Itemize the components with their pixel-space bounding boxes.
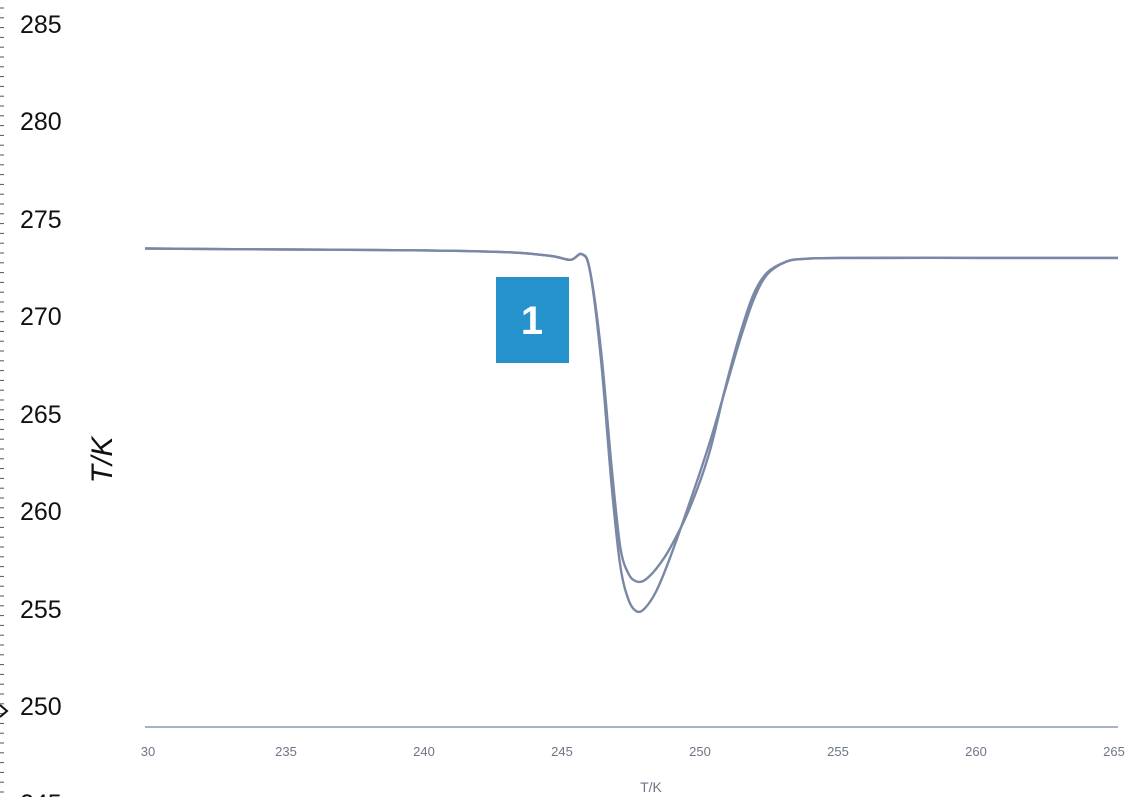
y-tick-label: 245 (20, 790, 62, 797)
series-line-2 (144, 247, 1118, 614)
y-tick-label: 275 (20, 206, 62, 234)
annotation-badge-label: 1 (521, 299, 543, 343)
y-axis-minor-ticks (0, 7, 4, 793)
x-axis-label: T/K (640, 779, 662, 795)
y-axis: 285 280 275 270 265 260 255 250 245 (20, 11, 62, 797)
y-tick-label: 260 (20, 498, 62, 526)
axis-arrow-marker (0, 704, 9, 718)
x-axis: 30 235 240 245 250 255 260 265 (141, 744, 1125, 759)
series-line-1 (144, 247, 1118, 584)
x-tick-label: 260 (965, 744, 987, 759)
y-tick-label: 255 (20, 596, 62, 624)
y-axis-label: T/K (86, 435, 119, 484)
annotation-badge: 1 (496, 277, 569, 363)
y-tick-label: 270 (20, 303, 62, 331)
x-tick-label: 250 (689, 744, 711, 759)
y-tick-label: 285 (20, 11, 62, 39)
y-tick-label: 280 (20, 108, 62, 136)
x-tick-label: 240 (413, 744, 435, 759)
y-tick-label: 250 (20, 693, 62, 721)
annotation-badge-box (496, 277, 569, 363)
x-tick-label: 235 (275, 744, 297, 759)
series-group (144, 247, 1118, 614)
x-tick-label: 265 (1103, 744, 1125, 759)
x-tick-label: 255 (827, 744, 849, 759)
y-tick-label: 265 (20, 401, 62, 429)
x-tick-label: 30 (141, 744, 155, 759)
x-tick-label: 245 (551, 744, 573, 759)
